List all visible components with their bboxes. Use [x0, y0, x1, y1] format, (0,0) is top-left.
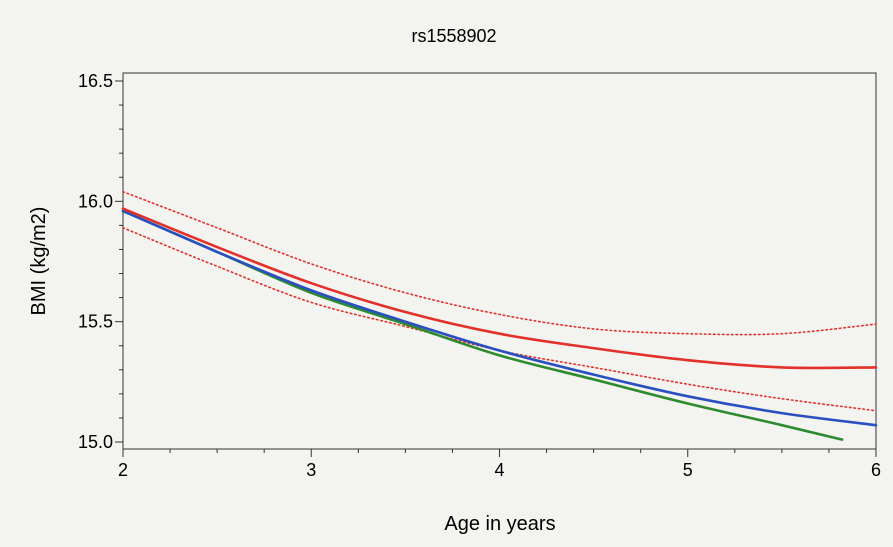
- x-axis-ticks: 2 3 4 5 6: [118, 449, 881, 480]
- y-tick-label: 15.5: [78, 312, 113, 332]
- chart-title: rs1558902: [411, 26, 496, 46]
- x-tick-label: 2: [118, 460, 128, 480]
- x-axis-title: Age in years: [444, 513, 555, 535]
- series-line: [121, 209, 878, 427]
- y-tick-label: 15.0: [78, 432, 113, 452]
- x-tick-label: 3: [306, 460, 316, 480]
- series-layer: [121, 190, 878, 441]
- y-tick-label: 16.5: [78, 71, 113, 91]
- series-ci-line: [122, 190, 877, 336]
- series-line: [121, 207, 878, 370]
- y-axis-title: BMI (kg/m2): [28, 207, 50, 316]
- x-tick-label: 4: [494, 460, 504, 480]
- x-tick-label: 6: [871, 460, 881, 480]
- y-axis-ticks: 15.0 15.5 16.0 16.5: [78, 71, 123, 452]
- y-tick-label: 16.0: [78, 191, 113, 211]
- x-tick-label: 5: [683, 460, 693, 480]
